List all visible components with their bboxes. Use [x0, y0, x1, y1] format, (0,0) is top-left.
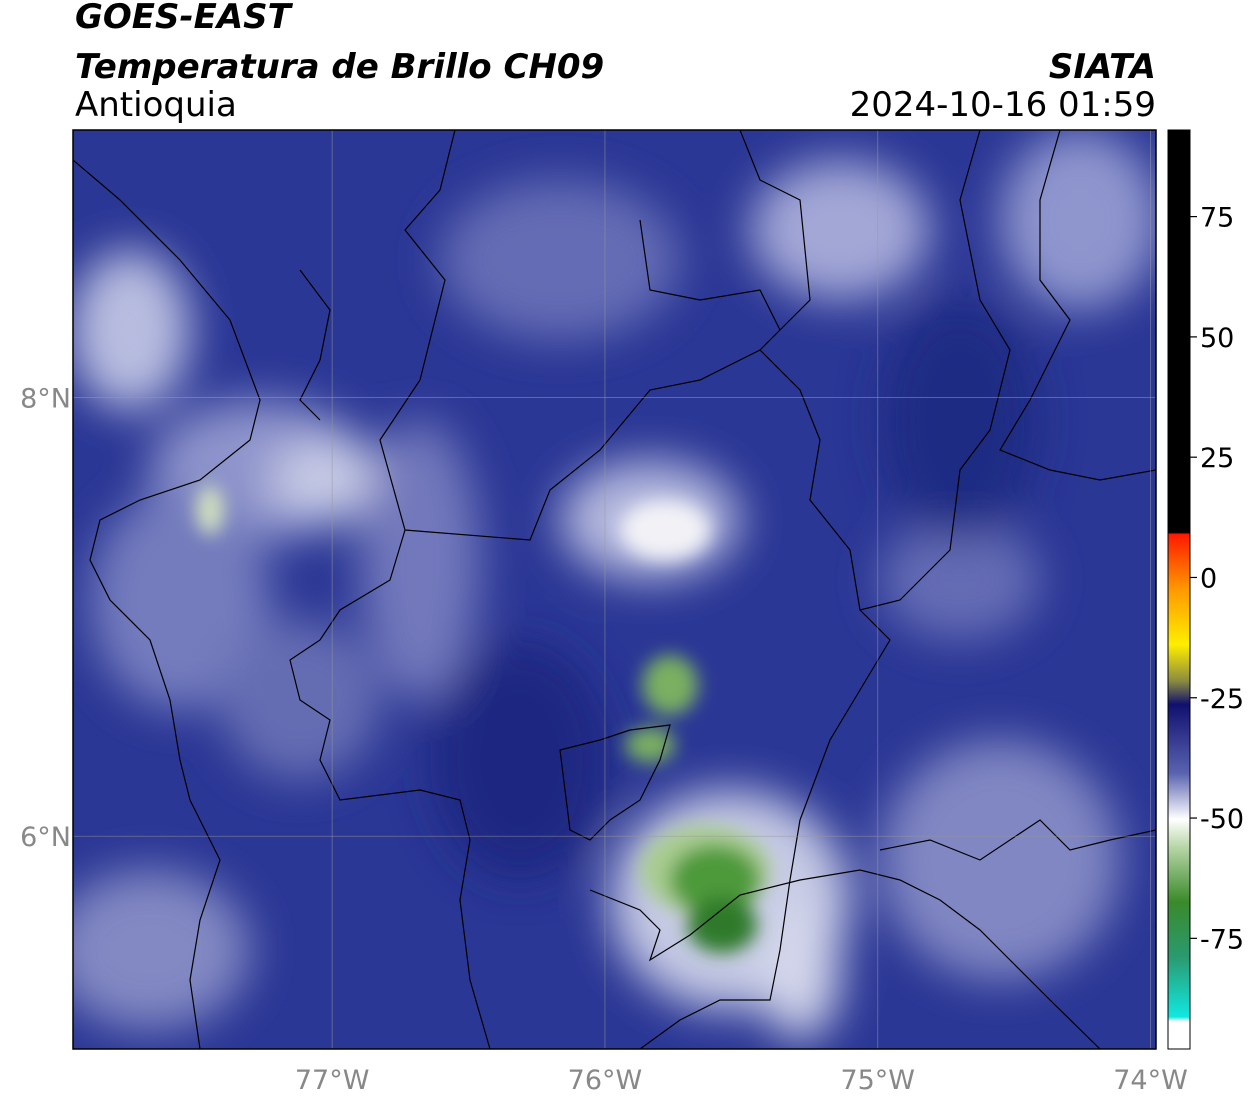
graticule — [73, 130, 1156, 1049]
colorbar-tick-label: -50 — [1200, 804, 1244, 835]
colorbar-tick-label: 50 — [1200, 323, 1234, 354]
colorbar-tick-label: 25 — [1200, 443, 1234, 474]
title: GOES-EAST — [75, 0, 294, 37]
region: Antioquia — [75, 85, 237, 125]
source: SIATA — [1049, 47, 1156, 87]
timestamp: 2024-10-16 01:59 — [850, 85, 1156, 125]
colorbar-tick-label: 0 — [1200, 563, 1217, 594]
colorbar-tick-label: -75 — [1200, 924, 1244, 955]
colorbar — [1167, 129, 1191, 1050]
x-tick-label: 76°W — [568, 1065, 643, 1096]
colorbar-tick-label: 75 — [1200, 203, 1234, 234]
x-tick-label: 75°W — [840, 1065, 915, 1096]
satellite-image — [73, 130, 1156, 1049]
borders — [73, 130, 1156, 1049]
map-frame — [72, 129, 1157, 1050]
subtitle: Temperatura de Brillo CH09 — [75, 47, 604, 87]
x-tick-label: 77°W — [295, 1065, 370, 1096]
x-tick-label: 74°W — [1113, 1065, 1188, 1096]
y-tick-label: 6°N — [20, 822, 71, 853]
colorbar-tick-label: -25 — [1200, 684, 1244, 715]
y-tick-label: 8°N — [20, 384, 71, 415]
